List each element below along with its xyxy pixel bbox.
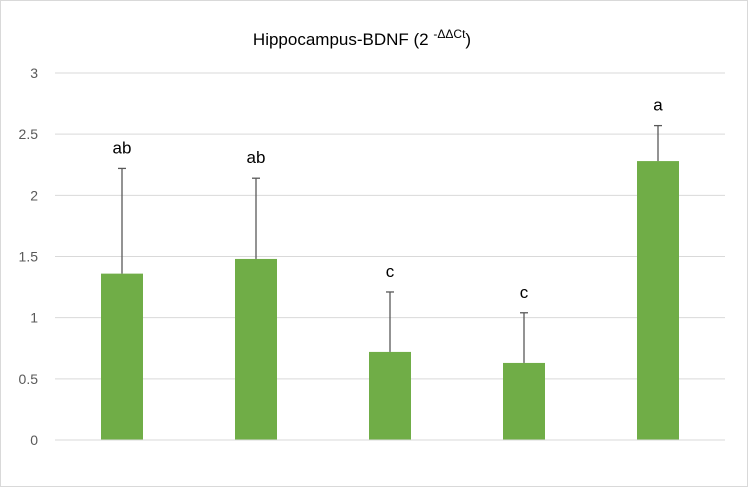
significance-label: ab <box>113 138 132 157</box>
significance-label: a <box>653 96 663 115</box>
bar <box>369 351 411 440</box>
y-tick-label: 2.5 <box>19 126 39 142</box>
y-tick-label: 1 <box>30 310 38 326</box>
y-tick-label: 0.5 <box>19 371 39 387</box>
bar <box>101 273 143 440</box>
bar <box>235 258 277 440</box>
significance-label: c <box>520 283 529 302</box>
error-bars <box>118 124 662 363</box>
y-tick-label: 2 <box>30 187 38 203</box>
y-tick-label: 3 <box>30 65 38 81</box>
chart-title-main: Hippocampus-BDNF (2 <box>253 30 433 49</box>
y-tick-label: 0 <box>30 432 38 448</box>
bar <box>503 362 545 440</box>
chart-title: Hippocampus-BDNF (2 -ΔΔCt) <box>253 27 471 49</box>
bar <box>637 161 679 440</box>
bars <box>101 161 679 440</box>
y-axis-tick-labels: 0 0.5 1 1.5 2 2.5 3 <box>19 65 39 448</box>
chart-title-close: ) <box>465 30 471 49</box>
chart-title-superscript: -ΔΔCt <box>433 27 466 41</box>
significance-label: c <box>386 262 395 281</box>
y-tick-label: 1.5 <box>19 249 39 265</box>
gridlines <box>55 72 725 380</box>
significance-labels: ab ab c c a <box>113 96 664 302</box>
significance-label: ab <box>247 148 266 167</box>
